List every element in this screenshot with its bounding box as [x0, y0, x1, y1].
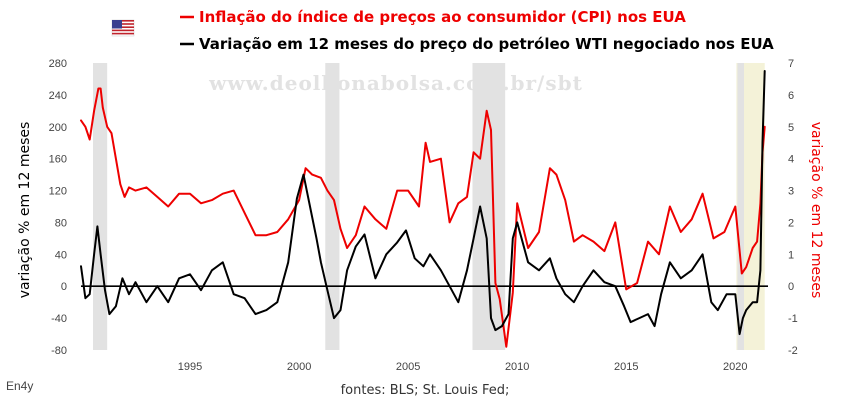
watermark: www.deolhonabolsa.com.br/sbt — [208, 71, 583, 95]
left-tick-label: 40 — [55, 249, 67, 261]
left-tick-label: 240 — [49, 90, 67, 102]
x-tick-label: 2000 — [287, 361, 311, 373]
x-tick-label: 2005 — [396, 361, 420, 373]
right-axis-ticks: 7 6 5 4 3 2 1 0 -1 -2 — [788, 58, 798, 357]
left-axis-ticks: 280 240 200 160 120 80 40 0 -40 -80 — [49, 58, 67, 357]
left-tick-label: 160 — [49, 154, 67, 166]
right-tick-label: 0 — [788, 281, 794, 293]
x-tick-label: 1995 — [178, 361, 202, 373]
x-tick-label: 2010 — [505, 361, 529, 373]
right-tick-label: 2 — [788, 217, 794, 229]
legend-label-cpi: Inflação do índice de preços ao consumid… — [199, 8, 686, 26]
source-label: fontes: BLS; St. Louis Fed; — [341, 383, 510, 398]
legend-label-oil: Variação em 12 meses do preço do petróle… — [199, 35, 774, 53]
right-tick-label: 7 — [788, 58, 794, 70]
right-tick-label: 1 — [788, 249, 794, 261]
right-tick-label: -2 — [788, 345, 798, 357]
y-axis-title-left: variação % em 12 meses — [17, 122, 33, 299]
x-tick-label: 2015 — [614, 361, 638, 373]
left-tick-label: -40 — [51, 313, 67, 325]
usa-flag-icon — [111, 19, 135, 37]
cpi-line — [80, 87, 766, 348]
oil-line — [80, 70, 766, 336]
y-axis-title-right: variação % em 12 meses — [808, 122, 824, 299]
right-tick-label: -1 — [788, 313, 798, 325]
right-tick-label: 3 — [788, 186, 794, 198]
left-tick-label: 0 — [61, 281, 67, 293]
right-tick-label: 5 — [788, 122, 794, 134]
x-axis-ticks: 1995 2000 2005 2010 2015 2020 — [178, 361, 748, 373]
plot-background-layer — [92, 63, 765, 350]
left-tick-label: 80 — [55, 217, 67, 229]
legend: Inflação do índice de preços ao consumid… — [180, 8, 774, 53]
left-tick-label: 200 — [49, 122, 67, 134]
series-lines — [80, 70, 766, 348]
left-tick-label: 120 — [49, 186, 67, 198]
right-tick-label: 4 — [788, 154, 794, 166]
right-tick-label: 6 — [788, 90, 794, 102]
brand-label: En4y — [6, 379, 33, 393]
recession-band-4 — [737, 63, 745, 350]
x-tick-label: 2020 — [723, 361, 747, 373]
recession-band-2 — [325, 63, 340, 350]
left-tick-label: 280 — [49, 58, 67, 70]
left-tick-label: -80 — [51, 345, 67, 357]
shaded-periods — [92, 63, 765, 350]
